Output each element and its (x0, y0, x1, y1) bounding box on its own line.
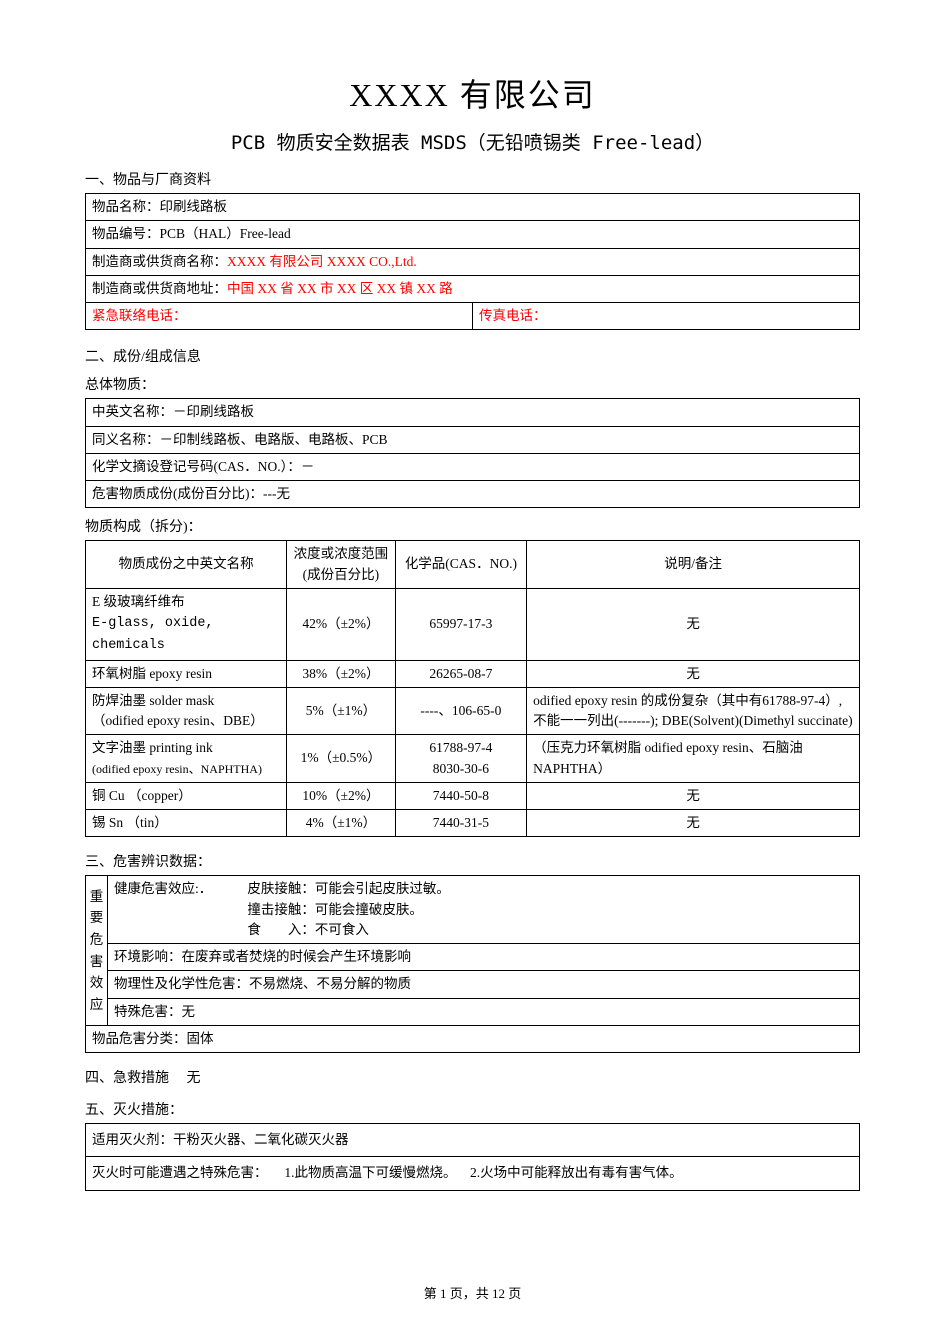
col-name: 物质成份之中英文名称 (86, 541, 287, 589)
composition-row: 锡 Sn （tin） 4%（±1%） 7440-31-5 无 (86, 810, 860, 837)
composition-row: 防焊油墨 solder mask （odified epoxy resin、DBE… (86, 687, 860, 735)
footer-mid: 页，共 (446, 1286, 492, 1301)
fire-hazard-2: 2.火场中可能释放出有毒有害气体。 (470, 1165, 683, 1180)
footer-total: 12 (492, 1286, 505, 1301)
cn-en-name-label: 中英文名称： (92, 404, 173, 419)
hazard-comp-label: 危害物质成份(成份百分比)： (92, 486, 263, 501)
row5-conc: 4%（±1%） (287, 810, 395, 837)
row1-cas: 26265-08-7 (395, 660, 527, 687)
row2-name-en: （odified epoxy resin、DBE） (92, 713, 264, 728)
composition-row: 环氧树脂 epoxy resin 38%（±2%） 26265-08-7 无 (86, 660, 860, 687)
page-footer: 第 1 页，共 12 页 (0, 1283, 945, 1302)
cn-en-name-value: －印刷线路板 (173, 404, 254, 419)
env-value: 在废弃或者焚烧的时候会产生环境影响 (182, 949, 412, 964)
mfr-addr-value: 中国 XX 省 XX 市 XX 区 XX 镇 XX 路 (227, 281, 453, 296)
row5-name: 锡 Sn （tin） (86, 810, 287, 837)
fire-table: 适用灭火剂：干粉灭火器、二氧化碳灭火器 灭火时可能遭遇之特殊危害： 1.此物质高… (85, 1123, 860, 1191)
row0-cas: 65997-17-3 (395, 588, 527, 660)
section1-table: 物品名称：印刷线路板 物品编号：PCB（HAL）Free-lead 制造商或供货… (85, 193, 860, 330)
extinguisher-value: 干粉灭火器、二氧化碳灭火器 (173, 1132, 349, 1147)
row3-name-cn: 文字油墨 printing ink (92, 740, 213, 755)
row1-name: 环氧树脂 epoxy resin (86, 660, 287, 687)
row0-note: 无 (527, 588, 860, 660)
overall-table: 中英文名称：－印刷线路板 同义名称：－印制线路板、电路版、电路板、PCB 化学文… (85, 398, 860, 508)
class-label: 物品危害分类： (92, 1031, 187, 1046)
ingestion: 食 入：不可食入 (247, 922, 369, 937)
fire-hazard-1: 1.此物质高温下可缓慢燃烧。 (284, 1165, 456, 1180)
syn-name-label: 同义名称： (92, 432, 160, 447)
syn-name-value: －印制线路板、电路版、电路板、PCB (160, 432, 388, 447)
cas-overall-value: － (301, 459, 315, 474)
composition-row: 铜 Cu （copper） 10%（±2%） 7440-50-8 无 (86, 782, 860, 809)
footer-suffix: 页 (505, 1286, 521, 1301)
extinguisher-label: 适用灭火剂： (92, 1132, 173, 1147)
mfr-name-label: 制造商或供货商名称： (92, 254, 227, 269)
row5-cas: 7440-31-5 (395, 810, 527, 837)
hazard-comp-value: ---无 (263, 486, 290, 501)
col-cas: 化学品(CAS．NO.) (395, 541, 527, 589)
row3-conc: 1%（±0.5%） (287, 735, 395, 783)
special-label: 特殊危害： (114, 1004, 182, 1019)
overall-label: 总体物质： (85, 374, 860, 394)
row2-note: odified epoxy resin 的成份复杂（其中有61788-97-4）… (527, 687, 860, 735)
row0-conc: 42%（±2%） (287, 588, 395, 660)
row2-name-cn: 防焊油墨 solder mask (92, 693, 214, 708)
row2-cas: ----、106-65-0 (395, 687, 527, 735)
mfr-name-value: XXXX 有限公司 XXXX CO.,Ltd. (227, 254, 417, 269)
item-name-label: 物品名称： (92, 199, 160, 214)
row0-name-cn: E 级玻璃纤维布 (92, 594, 185, 609)
breakdown-label: 物质构成（拆分)： (85, 516, 860, 536)
section1-heading: 一、物品与厂商资料 (85, 169, 860, 189)
composition-row: 文字油墨 printing ink (odified epoxy resin、NA… (86, 735, 860, 783)
health-label: 健康危害效应:． (114, 879, 244, 899)
row3-name-en: (odified epoxy resin、NAPHTHA) (92, 762, 262, 776)
item-code-label: 物品编号： (92, 226, 160, 241)
row5-note: 无 (527, 810, 860, 837)
row3-note: （压克力环氧树脂 odified epoxy resin、石脑油 NAPHTHA… (527, 735, 860, 783)
col-note: 说明/备注 (527, 541, 860, 589)
company-title: XXXX 有限公司 (85, 70, 860, 116)
side-label: 重要危害效应 (86, 876, 108, 1026)
row2-conc: 5%（±1%） (287, 687, 395, 735)
footer-prefix: 第 (424, 1286, 440, 1301)
col-conc: 浓度或浓度范围(成份百分比) (287, 541, 395, 589)
env-label: 环境影响： (114, 949, 182, 964)
composition-table: 物质成份之中英文名称 浓度或浓度范围(成份百分比) 化学品(CAS．NO.) 说… (85, 540, 860, 837)
row1-note: 无 (527, 660, 860, 687)
row3-cas: 61788-97-4 8030-30-6 (395, 735, 527, 783)
section5-heading: 五、灭火措施： (85, 1099, 860, 1119)
row4-cas: 7440-50-8 (395, 782, 527, 809)
special-value: 无 (182, 1004, 196, 1019)
row1-conc: 38%（±2%） (287, 660, 395, 687)
row4-name: 铜 Cu （copper） (86, 782, 287, 809)
section4-value: 无 (187, 1071, 201, 1086)
section2-heading: 二、成份/组成信息 (85, 346, 860, 366)
skin-contact: 皮肤接触：可能会引起皮肤过敏。 (247, 881, 450, 896)
section4-heading: 四、急救措施 (85, 1071, 169, 1086)
composition-row: E 级玻璃纤维布 E-glass, oxide, chemicals 42%（±2… (86, 588, 860, 660)
fax-label: 传真电话： (479, 308, 547, 323)
hazard-id-table: 重要危害效应 健康危害效应:． 皮肤接触：可能会引起皮肤过敏。 撞击接触：可能会… (85, 875, 860, 1053)
item-name-value: 印刷线路板 (160, 199, 228, 214)
class-value: 固体 (187, 1031, 214, 1046)
fire-hazard-label: 灭火时可能遭遇之特殊危害： (92, 1165, 268, 1180)
row0-name-en: E-glass, oxide, chemicals (92, 616, 214, 653)
impact-contact: 撞击接触：可能会撞破皮肤。 (247, 902, 423, 917)
physchem-label: 物理性及化学性危害： (114, 976, 249, 991)
section3-heading: 三、危害辨识数据： (85, 851, 860, 871)
emergency-phone-label: 紧急联络电话： (92, 308, 187, 323)
row4-conc: 10%（±2%） (287, 782, 395, 809)
row4-note: 无 (527, 782, 860, 809)
physchem-value: 不易燃烧、不易分解的物质 (249, 976, 411, 991)
mfr-addr-label: 制造商或供货商地址： (92, 281, 227, 296)
document-subtitle: PCB 物质安全数据表 MSDS（无铅喷锡类 Free-lead） (85, 128, 860, 155)
item-code-value: PCB（HAL）Free-lead (160, 226, 291, 241)
cas-overall-label: 化学文摘设登记号码(CAS．NO.）： (92, 459, 301, 474)
